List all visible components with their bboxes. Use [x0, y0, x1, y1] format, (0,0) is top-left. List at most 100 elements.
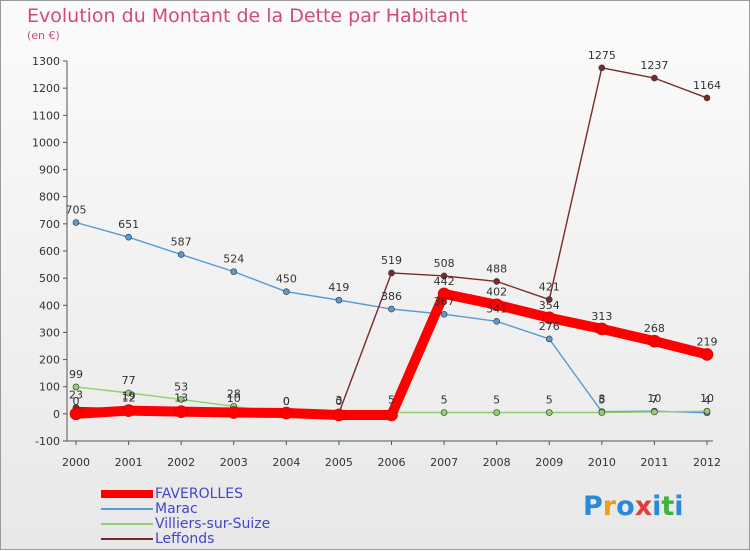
data-point	[388, 269, 395, 277]
x-tick-label: 2010	[588, 456, 616, 469]
logo-letter: i	[674, 491, 684, 522]
y-tick-label: 600	[39, 245, 60, 258]
chart-title: Evolution du Montant de la Dette par Hab…	[27, 5, 468, 27]
logo-letter: x	[634, 491, 653, 522]
y-tick-label: 1300	[32, 55, 60, 68]
data-point	[648, 334, 661, 348]
data-point	[651, 408, 658, 416]
data-point	[125, 233, 132, 241]
y-tick-label: 200	[39, 354, 60, 367]
data-point	[230, 268, 238, 275]
x-tick-label: 2002	[167, 456, 195, 469]
x-tick-label: 2011	[640, 456, 668, 469]
data-point	[545, 335, 553, 343]
x-tick-label: 2012	[693, 456, 721, 469]
data-label: 402	[486, 286, 507, 299]
data-point	[493, 317, 500, 325]
data-point	[440, 272, 448, 280]
data-label: 7	[651, 393, 658, 406]
data-label: 354	[539, 299, 560, 312]
data-label: 219	[697, 335, 718, 348]
x-tick-label: 2004	[272, 456, 300, 469]
data-point	[542, 311, 556, 325]
data-point	[493, 278, 500, 285]
data-label: 386	[381, 290, 402, 303]
data-point	[280, 406, 293, 420]
data-point	[177, 251, 185, 258]
y-tick-label: 300	[39, 326, 60, 339]
data-point	[703, 94, 711, 102]
data-label: 10	[700, 392, 714, 405]
data-point	[595, 322, 609, 336]
logo-letter: r	[602, 491, 617, 522]
data-label: 0	[335, 395, 342, 408]
data-point	[703, 407, 711, 415]
data-label: 268	[644, 322, 665, 335]
data-point	[545, 409, 553, 416]
data-label: 421	[539, 281, 560, 294]
data-label: 13	[174, 391, 188, 404]
data-label: 705	[66, 204, 87, 217]
data-label: 0	[73, 395, 80, 408]
data-label: 276	[539, 320, 560, 333]
proxiti-logo: Proxiti	[583, 491, 684, 522]
data-point	[335, 296, 343, 304]
x-tick-label: 2007	[430, 456, 458, 469]
data-label: 1275	[588, 49, 616, 62]
data-point	[598, 409, 606, 416]
legend-label: Marac	[155, 501, 198, 517]
legend-swatch	[101, 523, 153, 525]
y-tick-label: 900	[39, 164, 60, 177]
data-label: 5	[493, 394, 500, 407]
data-label: 19	[122, 390, 136, 403]
x-tick-label: 2009	[535, 456, 563, 469]
data-label: 5	[441, 394, 448, 407]
data-label: 5	[388, 394, 395, 407]
data-point	[122, 404, 135, 417]
data-label: 442	[434, 275, 455, 288]
data-label: 1164	[693, 79, 721, 92]
data-point	[700, 348, 714, 361]
y-tick-label: 1100	[32, 109, 60, 122]
data-point	[174, 405, 188, 418]
data-label: 99	[69, 368, 83, 381]
data-label: 10	[647, 392, 661, 405]
data-point	[545, 296, 553, 303]
y-tick-label: 0	[53, 408, 60, 421]
data-point	[69, 407, 83, 421]
y-tick-label: 500	[39, 272, 60, 285]
legend-swatch	[101, 490, 153, 498]
data-label: 10	[227, 392, 241, 405]
data-point	[385, 408, 398, 422]
data-label: 12	[122, 392, 136, 405]
data-label: 1237	[640, 59, 668, 72]
y-tick-label: 800	[39, 191, 60, 204]
logo-letter: P	[583, 491, 603, 522]
data-label: 419	[328, 281, 349, 294]
data-label: 508	[434, 257, 455, 270]
data-label: 0	[283, 395, 290, 408]
logo-letter: o	[616, 491, 635, 522]
data-point	[493, 409, 500, 416]
data-point	[72, 219, 80, 226]
logo-letter: t	[661, 491, 675, 522]
legend-swatch	[101, 538, 153, 540]
data-label: 53	[174, 380, 188, 393]
y-tick-label: 100	[39, 381, 60, 394]
data-point	[598, 64, 606, 72]
x-tick-label: 2008	[483, 456, 511, 469]
data-label: 23	[69, 389, 83, 402]
data-point	[490, 298, 503, 312]
logo-letter: i	[652, 491, 662, 522]
data-label: 3	[335, 394, 342, 407]
data-point	[388, 305, 395, 313]
data-point	[651, 74, 658, 82]
data-label: 519	[381, 254, 402, 267]
data-point	[72, 383, 80, 391]
y-tick-label: 400	[39, 299, 60, 312]
data-label: 450	[276, 273, 297, 286]
data-label: 5	[546, 394, 553, 407]
data-label: 8	[598, 393, 605, 406]
